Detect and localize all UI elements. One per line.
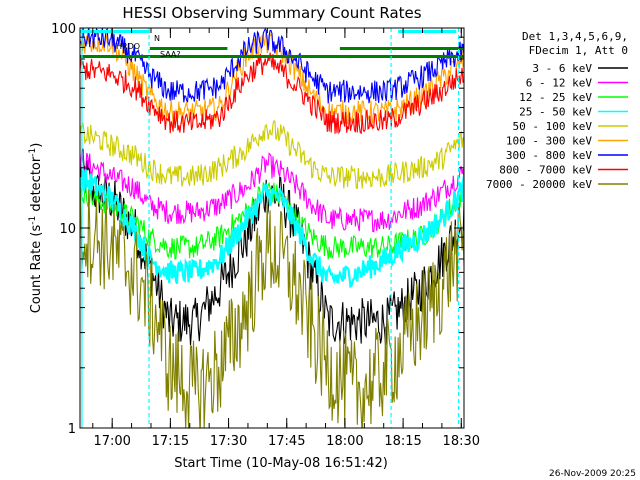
x-axis-label: Start Time (10-May-08 16:51:42) — [174, 456, 388, 471]
series-line-5 — [80, 120, 464, 190]
timestamp-footer: 26-Nov-2009 20:25 — [549, 469, 636, 479]
legend-entry-label: 300 - 800 keV — [506, 149, 592, 162]
legend-entry-label: 7000 - 20000 keV — [486, 178, 592, 191]
x-tick-label: 17:45 — [268, 434, 305, 449]
chart-title: HESSI Observing Summary Count Rates — [122, 4, 421, 22]
x-tick-label: 18:15 — [384, 434, 421, 449]
flag-label-2: HRDO — [116, 42, 140, 51]
series-line-8 — [80, 52, 464, 135]
y-tick-label: 1 — [68, 422, 76, 437]
legend-entry-label: 3 - 6 keV — [532, 62, 592, 75]
legend: Det 1,3,4,5,6,9,FDecim 1, Att 0 3 - 6 keV… — [486, 30, 628, 191]
series-line-4 — [80, 169, 464, 289]
flag-label-1: N — [154, 34, 160, 43]
legend-entry-label: 6 - 12 keV — [526, 77, 593, 90]
y-axis-label: Count Rate (s-1 detector-1) — [28, 143, 44, 314]
legend-entry-label: 50 - 100 keV — [513, 120, 593, 133]
plot-area: N HRDO SAA? 1 10 100 17:00 17:15 17:30 17:45 18:00… — [51, 22, 480, 449]
y-tick-label: 100 — [51, 22, 76, 37]
x-tick-label: 17:30 — [210, 434, 247, 449]
legend-entry-label: 800 - 7000 keV — [499, 164, 592, 177]
legend-entry-label: 100 - 300 keV — [506, 135, 592, 148]
x-tick-label: 18:00 — [326, 434, 363, 449]
legend-header-line: FDecim 1, Att 0 — [529, 44, 628, 57]
series-line-7 — [80, 28, 464, 104]
data-layer — [80, 28, 464, 428]
y-tick-label: 10 — [59, 222, 76, 237]
series-line-2 — [80, 149, 464, 233]
series-line-9 — [80, 182, 464, 428]
x-tick-label: 17:00 — [93, 434, 130, 449]
x-tick-label: 18:30 — [443, 434, 480, 449]
legend-header-line: Det 1,3,4,5,6,9, — [522, 30, 628, 43]
legend-entry-label: 12 - 25 keV — [519, 91, 592, 104]
legend-entry-label: 25 - 50 keV — [519, 106, 592, 119]
x-tick-label: 17:15 — [152, 434, 189, 449]
flag-label-3: SAA? — [160, 50, 181, 59]
